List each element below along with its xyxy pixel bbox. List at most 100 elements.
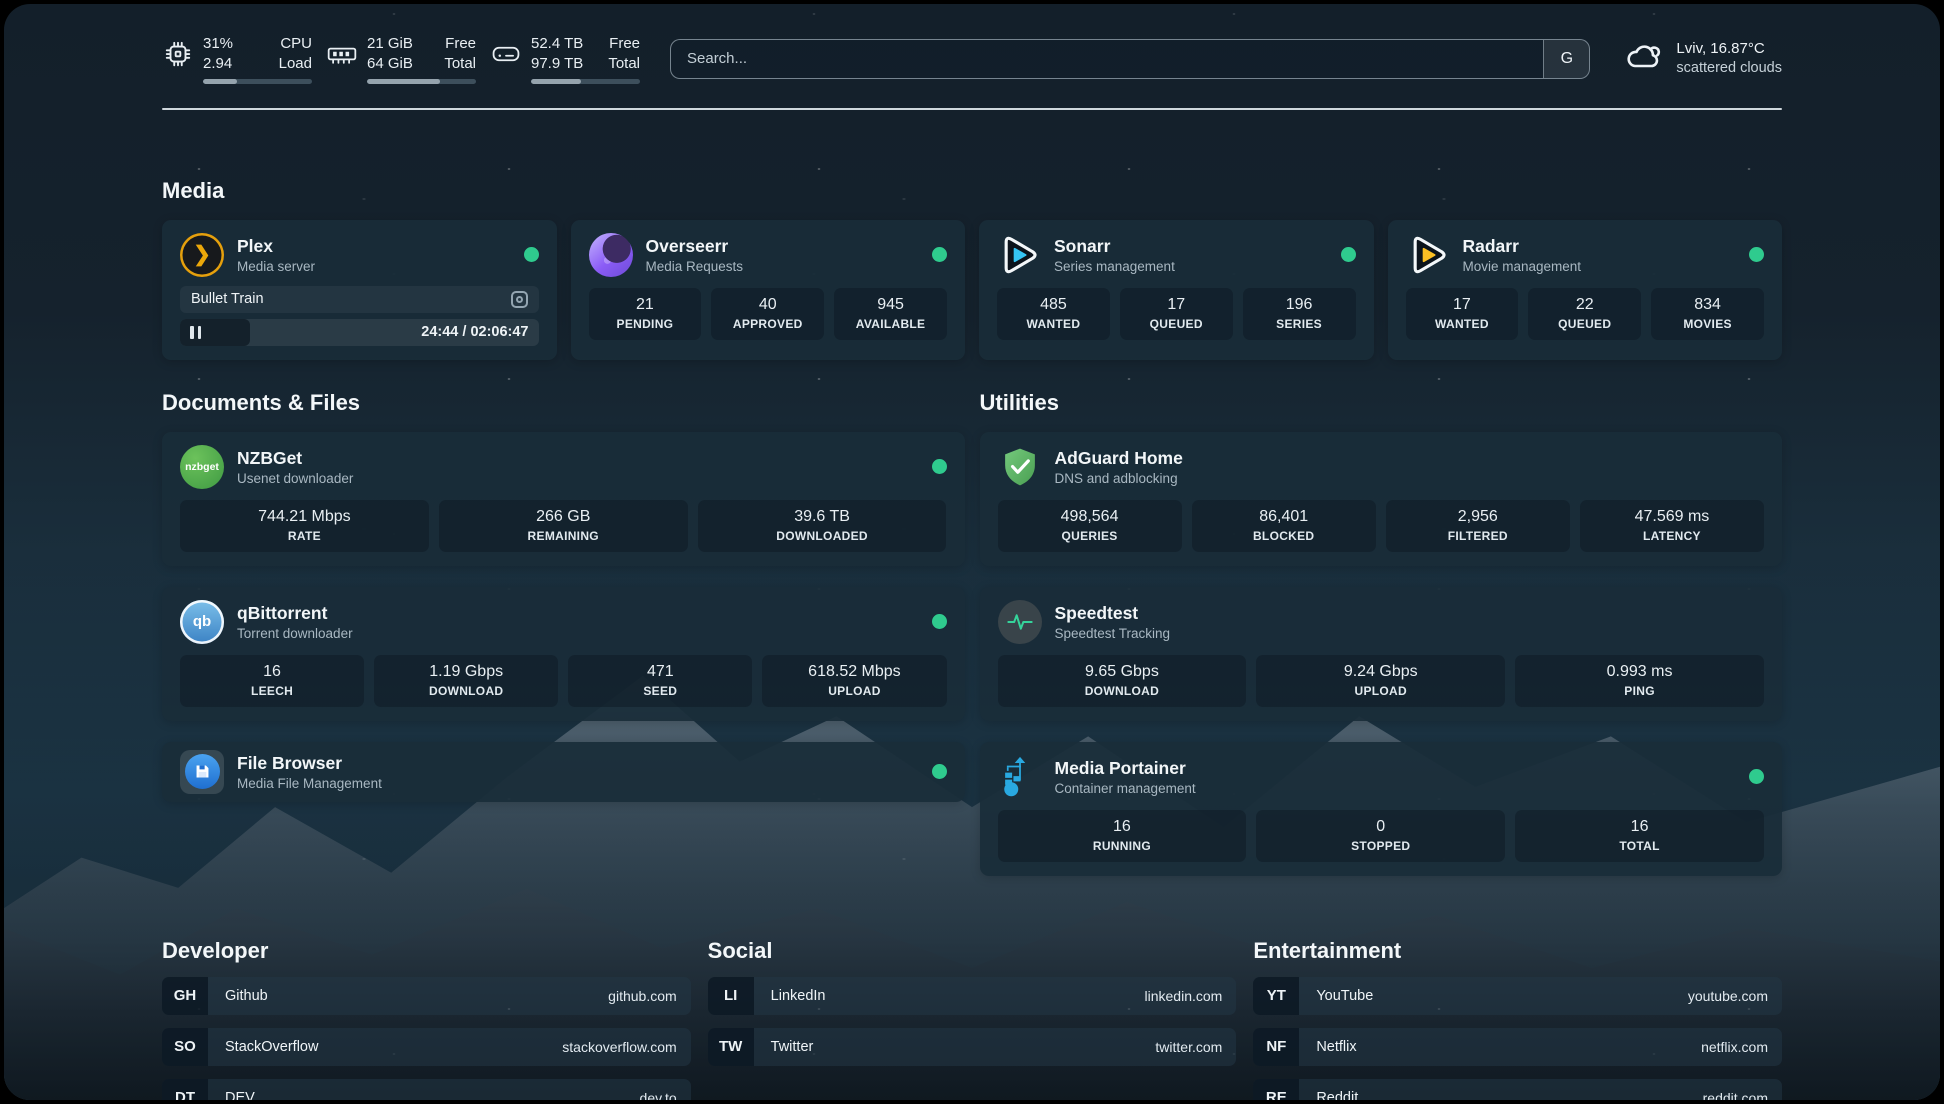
disk-free-label: Free [609,35,640,52]
cpu-load-label: Load [278,54,312,72]
app-subtitle: Torrent downloader [237,625,353,641]
stat-label: WANTED [1435,317,1489,332]
bookmark-link[interactable]: RE Reddit reddit.com [1253,1078,1782,1100]
app-subtitle: Container management [1054,780,1196,796]
bookmark-name: Github [225,987,268,1004]
app-subtitle: Media server [237,258,316,274]
stat-value: 0.993 ms [1606,663,1673,681]
section-media: Media ❯ Plex Media server [162,178,1782,360]
search-input[interactable] [671,50,1544,68]
stat-label: BLOCKED [1252,529,1315,544]
stat-box: 744.21 Mbps RATE [180,499,429,552]
stat-grid: 485 WANTED 17 QUEUED 196 [997,287,1356,340]
disk-icon [490,39,522,69]
bookmark-link[interactable]: SO StackOverflow stackoverflow.com [162,1027,691,1066]
status-dot [931,614,947,630]
disk-total-label: Total [608,54,640,72]
section-title-utilities: Utilities [979,389,1059,415]
status-dot [931,459,947,475]
stat-label: APPROVED [732,317,803,332]
app-card-qbittorrent[interactable]: qb qBittorrent Torrent downloader [162,586,965,721]
bookmark-url: netflix.com [1701,1038,1768,1055]
stat-box: 485 WANTED [997,287,1110,340]
app-card-plex[interactable]: ❯ Plex Media server Bullet Train [162,219,557,360]
stat-value: 16 [1630,818,1649,836]
stat-box: 618.52 Mbps UPLOAD [762,654,947,707]
bookmark-name: Twitter [770,1038,814,1055]
stat-label: DOWNLOAD [1084,684,1160,699]
sonarr-icon [997,233,1041,277]
app-card-nzbget[interactable]: nzbget NZBGet Usenet downloader 74 [162,431,965,566]
bookmark-group-entertainment: Entertainment YT YouTube youtube.com NF [1253,938,1782,1100]
app-card-sonarr[interactable]: Sonarr Series management 485 WANTED [979,219,1374,360]
memory-total-label: Total [444,54,476,72]
stat-value: 834 [1694,296,1721,314]
stat-grid: 16 LEECH 1.19 Gbps DOWNLOAD 47 [180,654,947,707]
app-title: NZBGet [237,447,303,468]
stat-value: 86,401 [1259,508,1309,526]
plex-time: 24:44 / 02:06:47 [421,324,529,341]
app-card-adguard[interactable]: AdGuard Home DNS and adblocking 498,564 … [979,431,1782,566]
app-card-portainer[interactable]: Media Portainer Container management 16 … [979,741,1782,876]
bookmark-link[interactable]: YT YouTube youtube.com [1253,976,1782,1015]
app-subtitle: Speedtest Tracking [1054,625,1171,641]
app-card-overseerr[interactable]: Overseerr Media Requests 21 PENDING [570,219,965,360]
qbittorrent-icon: qb [180,599,224,644]
stat-value: 0 [1376,818,1386,836]
cpu-progress-fill [203,78,237,84]
bookmark-link[interactable]: GH Github github.com [162,976,691,1015]
weather-condition: scattered clouds [1676,60,1782,77]
disk-progress-track [531,78,640,84]
app-subtitle: DNS and adblocking [1054,470,1178,486]
memory-free-value: 21 GiB [367,35,413,52]
plex-now-playing: Bullet Train [180,285,539,313]
bookmark-url: linkedin.com [1144,987,1223,1004]
bookmark-link[interactable]: DT DEV dev.to [162,1078,691,1100]
stat-box: 9.65 Gbps DOWNLOAD [997,654,1247,707]
stat-value: 39.6 TB [794,508,850,526]
top-bar: 31% 2.94 CPU Load [4,4,1940,84]
bookmark-url: youtube.com [1687,987,1768,1004]
floppy-icon [196,765,208,778]
stat-label: SERIES [1276,317,1322,332]
status-dot [523,247,539,263]
stat-box: 17 WANTED [1405,287,1519,340]
app-card-radarr[interactable]: Radarr Movie management 17 WANTED [1387,219,1782,360]
speedtest-icon [997,599,1042,644]
bookmark-group-developer: Developer GH Github github.com SO [162,938,691,1100]
search-provider-button[interactable]: G [1543,39,1590,78]
stat-box: 22 QUEUED [1528,287,1642,340]
app-card-filebrowser[interactable]: File Browser Media File Management [162,741,965,802]
bookmark-abbr: RE [1253,1078,1300,1100]
stat-box: 266 GB REMAINING [438,499,688,552]
stat-grid: 9.65 Gbps DOWNLOAD 9.24 Gbps UPLOAD [997,654,1765,707]
app-title: Radarr [1462,235,1519,256]
stat-value: 196 [1285,296,1313,314]
disk-progress-fill [531,78,582,84]
search-bar[interactable]: G [670,38,1591,79]
section-title-media: Media [162,177,225,203]
now-playing-title: Bullet Train [191,291,264,308]
cpu-icon [162,39,194,69]
stat-box: 1.19 Gbps DOWNLOAD [374,654,559,707]
stat-value: 1.19 Gbps [429,663,504,681]
stat-label: DOWNLOAD [428,684,504,699]
stat-label: QUERIES [1061,529,1118,544]
bookmark-url: reddit.com [1702,1089,1768,1100]
bookmark-link[interactable]: NF Netflix netflix.com [1253,1027,1782,1066]
app-title: File Browser [237,752,343,773]
radarr-icon [1406,233,1450,277]
bookmark-name: StackOverflow [225,1038,319,1055]
weather-location-temp: Lviv, 16.87°C [1676,39,1765,57]
section-title-social: Social [707,937,773,963]
bookmark-link[interactable]: TW Twitter twitter.com [707,1027,1237,1066]
stat-box: 16 RUNNING [997,809,1247,862]
dashboard-screen: 31% 2.94 CPU Load [4,4,1940,1100]
stat-value: 9.24 Gbps [1343,663,1418,681]
app-card-speedtest[interactable]: Speedtest Speedtest Tracking 9.65 Gbps D… [979,586,1782,721]
bookmark-name: Netflix [1316,1038,1357,1055]
stat-box: 0 STOPPED [1256,809,1506,862]
stat-value: 744.21 Mbps [258,508,351,526]
stat-box: 498,564 QUERIES [997,499,1182,552]
bookmark-link[interactable]: LI LinkedIn linkedin.com [707,976,1237,1015]
